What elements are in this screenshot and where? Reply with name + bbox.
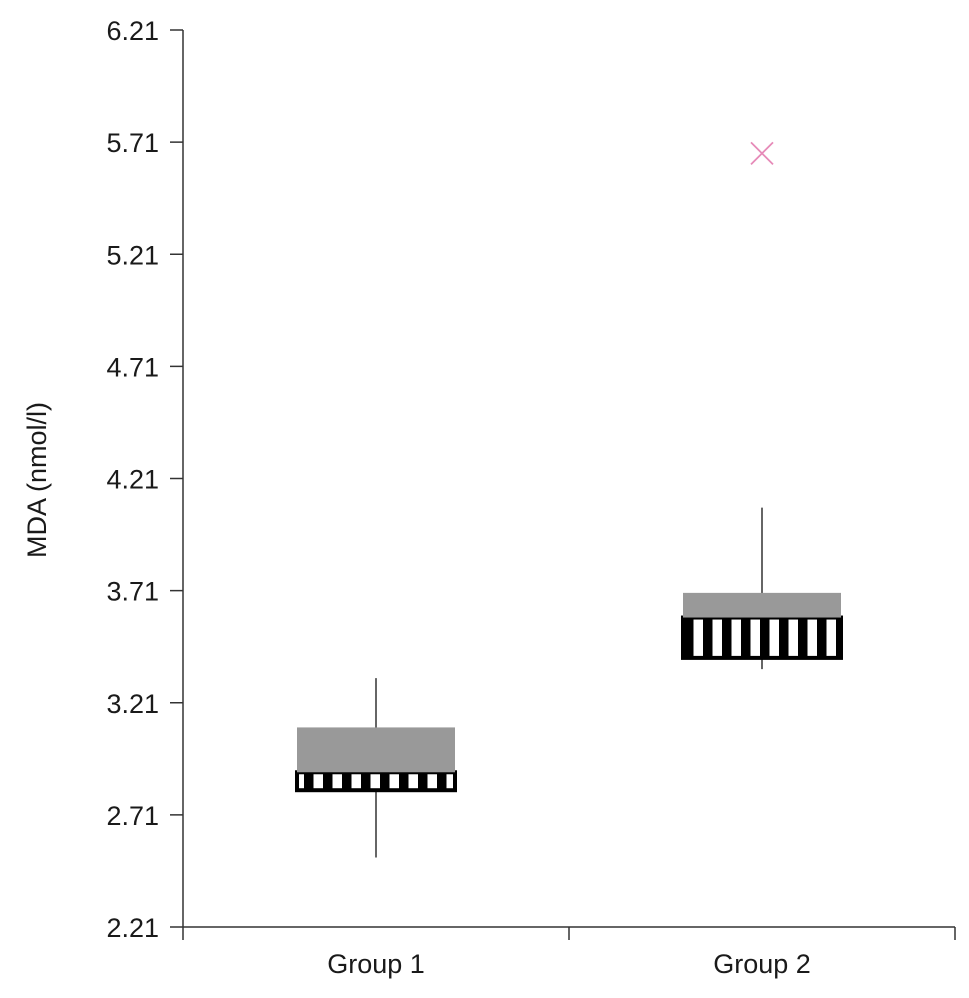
- x-tick-label: Group 2: [713, 949, 811, 979]
- x-axis: Group 1 Group 2: [182, 926, 956, 979]
- outlier-stroke: [750, 141, 774, 165]
- y-tick-label: 2.21: [106, 913, 159, 943]
- boxes: [295, 141, 843, 858]
- y-axis: 2.21 2.71 3.21 3.71 4.21 4.71 5.21 5.71 6.21: [106, 16, 184, 943]
- y-tick-label: 5.71: [106, 128, 159, 158]
- y-tick-label: 3.71: [106, 577, 159, 607]
- box-2: [681, 141, 843, 670]
- x-tick-label: Group 1: [327, 949, 425, 979]
- y-tick-label: 4.71: [106, 352, 159, 382]
- y-tick-label: 3.21: [106, 689, 159, 719]
- lower-box: [681, 615, 843, 660]
- y-tick-label: 2.71: [106, 801, 159, 831]
- outlier-marker: [750, 141, 774, 165]
- y-tick-label: 6.21: [106, 16, 159, 46]
- upper-box: [683, 592, 841, 618]
- y-axis-title: MDA (nmol/l): [22, 402, 52, 558]
- y-tick-label: 5.21: [106, 240, 159, 270]
- y-tick-label: 4.21: [106, 465, 159, 495]
- box-1: [295, 678, 457, 858]
- lower-box: [295, 770, 457, 793]
- upper-box: [297, 727, 455, 773]
